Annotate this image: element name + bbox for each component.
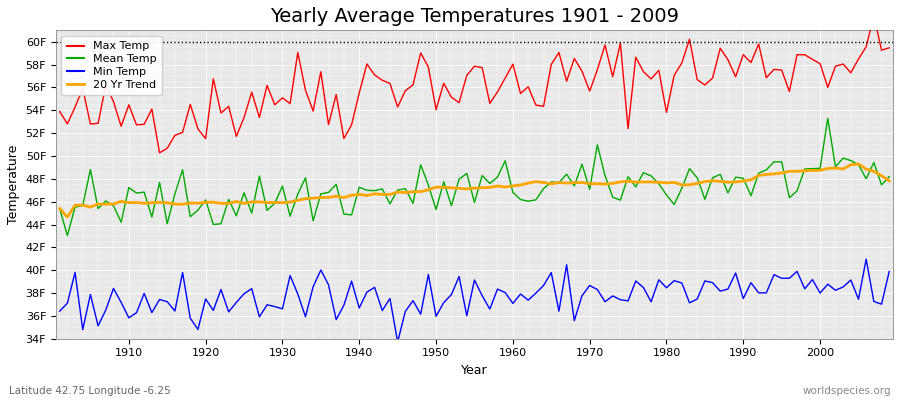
- Text: worldspecies.org: worldspecies.org: [803, 386, 891, 396]
- Y-axis label: Temperature: Temperature: [7, 145, 20, 224]
- Legend: Max Temp, Mean Temp, Min Temp, 20 Yr Trend: Max Temp, Mean Temp, Min Temp, 20 Yr Tre…: [61, 36, 162, 95]
- Text: Latitude 42.75 Longitude -6.25: Latitude 42.75 Longitude -6.25: [9, 386, 171, 396]
- Title: Yearly Average Temperatures 1901 - 2009: Yearly Average Temperatures 1901 - 2009: [270, 7, 679, 26]
- X-axis label: Year: Year: [461, 364, 488, 377]
